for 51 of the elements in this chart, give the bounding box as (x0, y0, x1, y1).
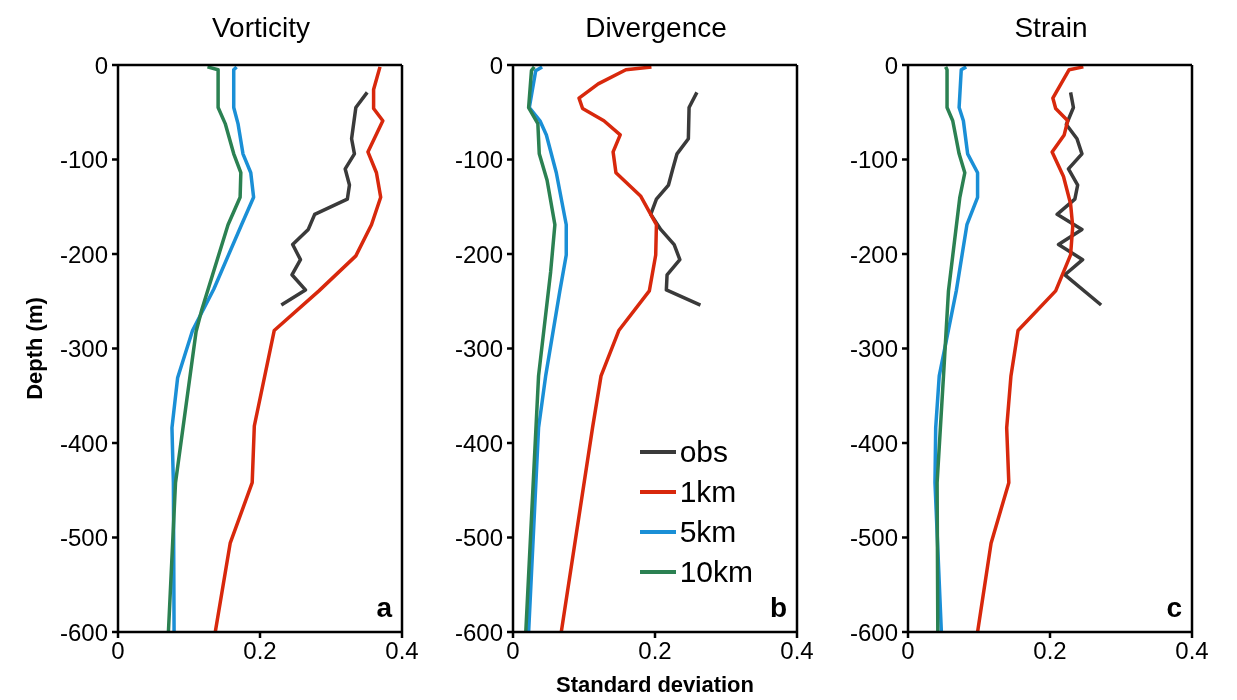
line-series (975, 65, 1086, 632)
chart-title: Vorticity (211, 12, 311, 44)
y-tick-label: -100 (849, 146, 898, 174)
y-tick-label: -500 (849, 524, 898, 552)
y-tick-label: 0 (94, 51, 108, 79)
annotation: c (1165, 592, 1182, 624)
annotation: a (375, 592, 392, 624)
x-tick-label: 0.2 (1033, 637, 1067, 665)
y-tick-label: -600 (454, 618, 503, 646)
line-series (935, 65, 967, 632)
line-series (279, 90, 369, 307)
line-series (1055, 90, 1103, 307)
x-tick-label: 0.2 (243, 637, 277, 665)
y-tick-label: -200 (849, 240, 898, 268)
legend-label: obs (679, 435, 729, 469)
y-tick-label: -400 (59, 429, 108, 457)
x-tick-label: 0.4 (385, 637, 419, 665)
y-tick-label: -500 (454, 524, 503, 552)
x-tick-label: 0.4 (1175, 637, 1209, 665)
line-series (648, 90, 703, 307)
y-tick-label: -300 (849, 335, 898, 363)
legend-label: 5km (679, 515, 737, 549)
line-series (166, 65, 243, 632)
y-tick-label: -600 (59, 618, 108, 646)
line-series (524, 65, 557, 632)
x-tick-label: 0.4 (780, 637, 814, 665)
y-tick-label: -200 (59, 240, 108, 268)
y-axis-title: Depth (m) (21, 297, 47, 400)
x-axis-title: Standard deviation (555, 672, 755, 697)
x-tick-label: 0.2 (638, 637, 672, 665)
chart-title: Divergence (584, 12, 728, 44)
legend-label: 1km (679, 475, 737, 509)
y-tick-label: 0 (884, 51, 898, 79)
y-tick-label: 0 (489, 51, 503, 79)
x-tick-label: 0 (901, 637, 915, 665)
line-series (559, 65, 659, 632)
y-tick-label: -300 (59, 335, 108, 363)
x-tick-label: 0 (111, 637, 125, 665)
annotation: b (768, 592, 787, 624)
line-series (526, 65, 568, 632)
y-tick-label: -600 (849, 618, 898, 646)
legend-label: 10km (679, 555, 753, 589)
y-tick-label: -100 (454, 146, 503, 174)
y-tick-label: -300 (454, 335, 503, 363)
y-tick-label: -100 (59, 146, 108, 174)
x-tick-label: 0 (506, 637, 520, 665)
y-tick-label: -400 (849, 429, 898, 457)
y-tick-label: -500 (59, 524, 108, 552)
chart-title: Strain (1013, 12, 1089, 44)
y-tick-label: -400 (454, 429, 503, 457)
y-tick-label: -200 (454, 240, 503, 268)
